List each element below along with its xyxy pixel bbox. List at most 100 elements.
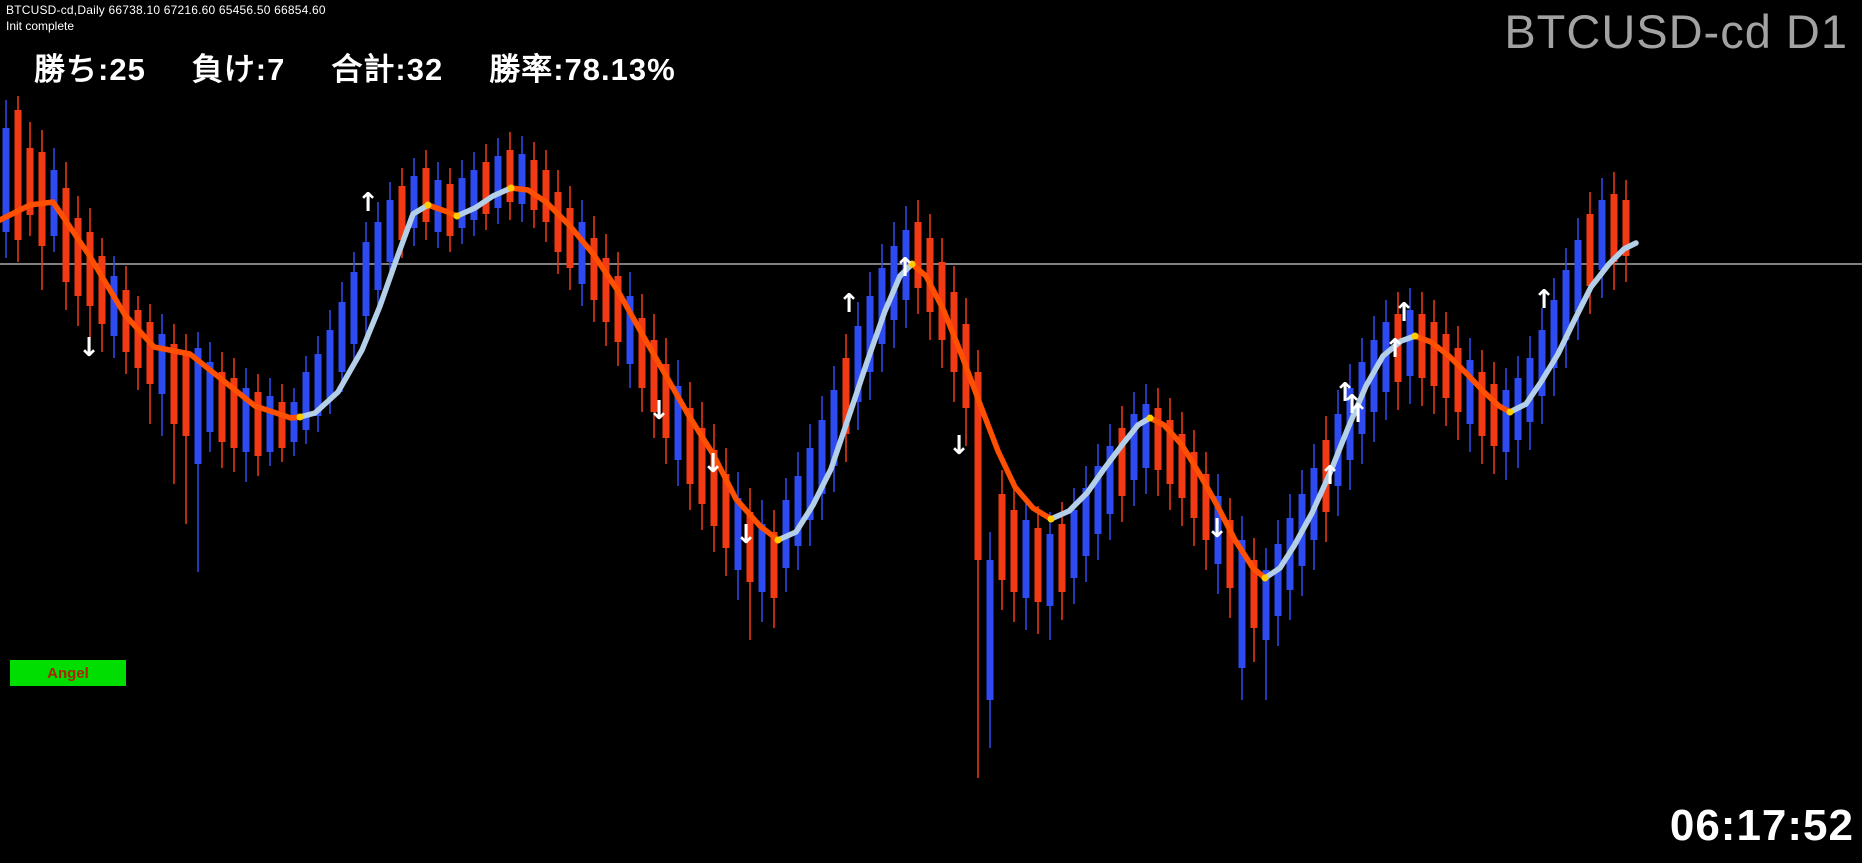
candle-up <box>314 336 322 432</box>
candle-up <box>818 396 826 520</box>
candle-down <box>230 358 238 472</box>
buy-signal-arrow-icon: ↑ <box>1341 390 1363 420</box>
ma-line-falling <box>0 199 303 421</box>
candle-down <box>1418 292 1426 406</box>
candle-up <box>494 138 502 224</box>
buy-signal-arrow-icon: ↑ <box>894 253 916 283</box>
candle-down <box>998 470 1006 610</box>
candle-down <box>1490 362 1498 474</box>
candle-down <box>1454 326 1462 440</box>
candle-up <box>986 532 994 748</box>
candle-down <box>650 314 658 438</box>
server-clock: 06:17:52 <box>1669 801 1854 850</box>
symbol-ohlc-info: BTCUSD-cd,Daily 66738.10 67216.60 65456.… <box>6 3 326 17</box>
buy-signal-arrow-icon: ↑ <box>1393 298 1415 328</box>
candle-down <box>638 294 646 412</box>
candle-down <box>1190 430 1198 546</box>
candle-up <box>338 282 346 392</box>
candle-down <box>914 200 922 314</box>
candle-down <box>182 334 190 524</box>
candle-down <box>98 238 106 352</box>
ma-turn-dot <box>453 212 461 220</box>
candle-down <box>974 350 982 778</box>
ma-turn-dot <box>1146 414 1154 422</box>
candle-up <box>758 500 766 622</box>
candle-down <box>1226 498 1234 618</box>
candle-up <box>458 160 466 244</box>
candle-up <box>1022 498 1030 630</box>
candle-up <box>794 452 802 570</box>
candle-down <box>698 402 706 530</box>
candle-up <box>350 252 358 362</box>
candle-up <box>362 222 370 336</box>
sell-signal-arrow-icon: ↓ <box>648 396 670 426</box>
candle-up <box>578 200 586 306</box>
ma-line-rising <box>454 185 514 219</box>
ma-line-falling <box>1147 415 1268 581</box>
ma-line-falling <box>425 202 460 219</box>
candle-up <box>1538 308 1546 424</box>
stat-losses: 負け:7 <box>191 52 286 87</box>
candle-down <box>278 384 286 462</box>
ma-turn-dot <box>296 413 304 421</box>
buy-signal-arrow-icon: ↑ <box>1334 378 1356 408</box>
candle-down <box>86 208 94 338</box>
candle-up <box>302 356 310 444</box>
ma-turn-dot <box>1411 332 1419 340</box>
candle-up <box>830 366 838 492</box>
ma-turn-dot <box>507 184 515 192</box>
candle-up <box>386 182 394 282</box>
candle-up <box>878 244 886 372</box>
candle-down <box>254 374 262 476</box>
candle-down <box>62 162 70 310</box>
ma-line-rising <box>1048 415 1153 522</box>
candle-down <box>1058 502 1066 620</box>
candle-up <box>1142 384 1150 494</box>
ma-turn-dot <box>1506 408 1514 416</box>
candle-down <box>1442 312 1450 426</box>
candle-up <box>854 302 862 430</box>
candle-down <box>1154 388 1162 496</box>
ma-turn-dot <box>1261 574 1269 582</box>
candle-down <box>1202 452 1210 570</box>
ma-turn-dot <box>908 260 916 268</box>
candle-down <box>614 252 622 366</box>
candle-down <box>1478 350 1486 464</box>
candle-down <box>554 170 562 274</box>
candle-down <box>446 168 454 252</box>
candle-down <box>506 132 514 220</box>
candle-down <box>1394 292 1402 410</box>
candle-down <box>1430 300 1438 414</box>
buy-signal-arrow-icon: ↑ <box>1319 461 1341 491</box>
ma-line-rising <box>1507 240 1639 415</box>
candle-up <box>1130 392 1138 506</box>
candle-up <box>290 388 298 456</box>
candle-up <box>866 272 874 400</box>
candle-down <box>566 186 574 290</box>
init-status-text: Init complete <box>6 19 75 33</box>
candle-down <box>218 352 226 468</box>
buy-signal-arrow-icon: ↑ <box>1347 399 1369 429</box>
candle-up <box>1274 520 1282 646</box>
candle-up <box>110 256 118 358</box>
candle-down <box>542 150 550 242</box>
angel-button[interactable]: Angel <box>10 660 126 686</box>
candle-down <box>590 216 598 322</box>
candle-up <box>734 472 742 600</box>
candle-up <box>242 368 250 482</box>
candle-down <box>26 122 34 236</box>
ma-turn-dot <box>774 536 782 544</box>
candle-up <box>1466 338 1474 452</box>
candle-up <box>470 152 478 236</box>
candle-up <box>1214 474 1222 594</box>
candle-up <box>158 314 166 436</box>
candle-down <box>482 144 490 230</box>
stat-total: 合計:32 <box>331 52 444 87</box>
candle-down <box>1178 412 1186 526</box>
candle-down <box>74 196 82 326</box>
buy-signal-arrow-icon: ↑ <box>838 289 860 319</box>
candle-down <box>686 382 694 510</box>
stat-win-rate: 勝率:78.13% <box>489 52 676 87</box>
